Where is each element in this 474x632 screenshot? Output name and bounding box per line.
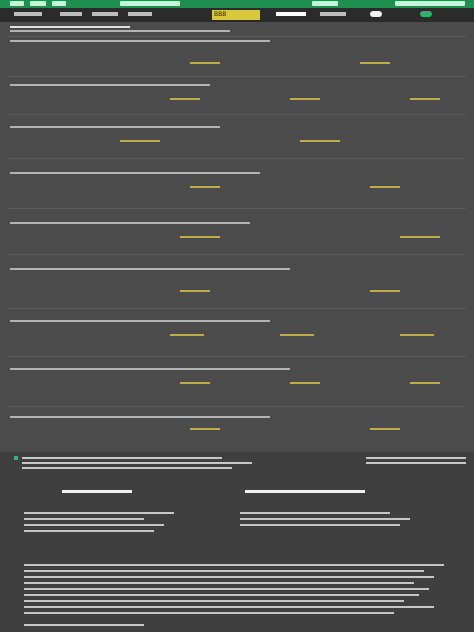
- panel-line: [240, 512, 390, 514]
- panel-line: [24, 524, 164, 526]
- value: [370, 290, 400, 292]
- panel-line: [24, 512, 174, 514]
- top-link-2[interactable]: [30, 1, 46, 6]
- panel-line: [22, 462, 252, 464]
- panel-line: [240, 524, 400, 526]
- panel-line: [24, 582, 414, 584]
- divider: [8, 114, 466, 115]
- value: [120, 140, 160, 142]
- top-link-5[interactable]: [312, 1, 338, 6]
- value: [360, 62, 390, 64]
- panel-line: [24, 530, 154, 532]
- top-bar: [0, 0, 474, 8]
- panel-line: [24, 624, 144, 626]
- panel-line: [24, 576, 434, 578]
- divider: [8, 76, 466, 77]
- value: [190, 428, 220, 430]
- tab-6[interactable]: [320, 12, 346, 16]
- row-text: [10, 172, 260, 174]
- user-pill[interactable]: [370, 11, 382, 17]
- panel-line: [24, 600, 404, 602]
- divider: [8, 308, 466, 309]
- section-subtitle: [10, 30, 230, 32]
- value: [280, 334, 314, 336]
- top-link-6[interactable]: [395, 1, 465, 6]
- row-text: [10, 416, 270, 418]
- panel-line: [24, 606, 434, 608]
- panel-accent: [14, 456, 18, 460]
- tab-5[interactable]: [276, 12, 306, 16]
- divider: [8, 36, 466, 37]
- divider: [8, 158, 466, 159]
- row-text: [10, 222, 250, 224]
- top-link-1[interactable]: [10, 1, 24, 6]
- row-text: [10, 268, 290, 270]
- value: [290, 382, 320, 384]
- status-pill[interactable]: [420, 11, 432, 17]
- value: [180, 382, 210, 384]
- value: [300, 140, 340, 142]
- top-link-4[interactable]: [120, 1, 180, 6]
- panel-heading-left: [62, 490, 132, 493]
- panel-line: [24, 570, 424, 572]
- navigation-bar: BBB: [0, 8, 474, 22]
- value: [190, 62, 220, 64]
- value: [180, 290, 210, 292]
- top-link-3[interactable]: [52, 1, 66, 6]
- value: [370, 428, 400, 430]
- panel-line: [366, 462, 466, 464]
- value: [410, 382, 440, 384]
- value: [190, 186, 220, 188]
- divider: [8, 208, 466, 209]
- panel-line: [22, 457, 222, 459]
- value: [170, 334, 204, 336]
- bottom-panel: [0, 452, 474, 632]
- panel-line: [24, 588, 429, 590]
- panel-line: [240, 518, 410, 520]
- panel-line: [22, 467, 232, 469]
- row-text: [10, 40, 270, 42]
- value: [180, 236, 220, 238]
- divider: [8, 356, 466, 357]
- panel-line: [24, 612, 394, 614]
- row-text: [10, 368, 290, 370]
- tab-1[interactable]: [14, 12, 42, 16]
- panel-line: [24, 518, 144, 520]
- brand-text: BBB: [214, 11, 227, 18]
- value: [400, 334, 434, 336]
- section-title: [10, 26, 130, 28]
- panel-line: [24, 594, 419, 596]
- tab-2[interactable]: [60, 12, 82, 16]
- value: [290, 98, 320, 100]
- value: [400, 236, 440, 238]
- panel-line: [366, 457, 466, 459]
- tab-4[interactable]: [128, 12, 152, 16]
- brand-logo[interactable]: [212, 10, 260, 20]
- panel-heading-right: [245, 490, 365, 493]
- main-content: [0, 22, 474, 452]
- row-text: [10, 320, 270, 322]
- row-text: [10, 126, 220, 128]
- panel-line: [24, 564, 444, 566]
- value: [410, 98, 440, 100]
- tab-3[interactable]: [92, 12, 118, 16]
- divider: [8, 254, 466, 255]
- divider: [8, 406, 466, 407]
- value: [370, 186, 400, 188]
- row-text: [10, 84, 210, 86]
- value: [170, 98, 200, 100]
